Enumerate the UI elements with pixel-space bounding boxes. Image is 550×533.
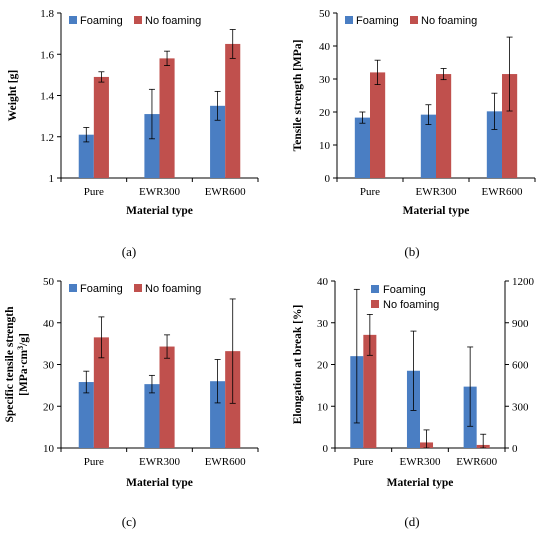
y-tick-label: 1.4 [40, 91, 54, 103]
legend-swatch-foaming [345, 16, 353, 24]
x-tick-label: EWR600 [205, 186, 246, 198]
bar-foaming [144, 114, 160, 178]
bar-foaming [210, 105, 226, 178]
y-tick-label: 10 [43, 443, 55, 455]
legend-label-foaming: Foaming [383, 284, 426, 296]
x-tick-label: Pure [84, 186, 104, 198]
x-tick-label: Pure [353, 456, 373, 468]
legend-swatch-foaming [371, 285, 379, 293]
bar-no-foaming [370, 72, 386, 178]
legend-swatch-no-foaming [371, 300, 379, 308]
x-tick-label: EWR600 [482, 186, 523, 198]
bar-foaming [78, 134, 94, 178]
y-tick-label: 30 [43, 360, 55, 372]
y-tick-label: 10 [317, 401, 329, 413]
x-axis-title: Material type [403, 205, 470, 217]
bar-no-foaming [159, 58, 175, 178]
y-tick-label: 20 [43, 401, 55, 413]
y-axis-title-line2: [MPa·cm3/g] [16, 333, 30, 396]
legend-swatch-no-foaming [134, 16, 142, 24]
y-axis-title-unit-end: /g] [18, 333, 30, 347]
bar-no-foaming [93, 76, 109, 178]
chart-panel-a: 1 1.2 1.4 1.6 1.8 Pure EWR300 EWR600 Foaming No f… [7, 8, 259, 259]
legend-label-foaming: Foaming [356, 15, 399, 27]
legend-swatch-foaming [69, 16, 77, 24]
legend-label-no-foaming: No foaming [383, 299, 439, 311]
y2-tick-label: 300 [512, 401, 529, 413]
panel-label: (d) [404, 514, 419, 529]
bar-no-foaming [363, 334, 377, 448]
legend-label-foaming: Foaming [80, 283, 123, 295]
bar-foaming [78, 382, 94, 448]
x-tick-label: EWR300 [400, 456, 441, 468]
x-axis-title: Material type [126, 205, 193, 217]
bar-no-foaming [502, 74, 518, 178]
y-tick-label: 20 [319, 107, 331, 119]
y-axis-title: Elongation at break [%] [292, 305, 304, 425]
y2-tick-label: 0 [512, 443, 518, 455]
panel-label: (a) [122, 244, 136, 259]
y-tick-label: 10 [319, 140, 331, 152]
y-axis-title-unit: [MPa·cm [18, 349, 30, 395]
y-tick-label: 30 [317, 318, 329, 330]
x-axis-title: Material type [387, 477, 454, 489]
y-tick-label: 1 [49, 173, 55, 185]
y-axis-title: Tensile strength [MPa] [292, 40, 304, 152]
x-tick-label: EWR600 [456, 456, 497, 468]
y-tick-label: 40 [319, 41, 331, 53]
y-tick-label: 1.2 [40, 132, 54, 144]
legend-label-no-foaming: No foaming [145, 15, 201, 27]
y-tick-label: 50 [319, 8, 331, 20]
legend-label-foaming: Foaming [80, 15, 123, 27]
y-axis-title-superscript: 3 [16, 346, 25, 350]
bar-no-foaming [159, 346, 175, 448]
bar-foaming [144, 384, 160, 448]
bar-no-foaming [225, 43, 241, 178]
bar-foaming [420, 114, 436, 178]
x-tick-label: EWR300 [416, 186, 457, 198]
y-tick-label: 40 [317, 276, 329, 288]
legend-label-no-foaming: No foaming [145, 283, 201, 295]
x-tick-label: EWR600 [205, 456, 246, 468]
bar-no-foaming [93, 337, 109, 448]
legend-swatch-no-foaming [410, 16, 418, 24]
y-tick-label: 30 [319, 74, 331, 86]
chart-panel-c: 10 20 30 40 50 Pure EWR300 EWR600 Foaming No foam… [4, 276, 259, 529]
chart-panel-b: 0 10 20 30 40 50 Pure EWR300 EWR600 Foaming No foa… [292, 8, 536, 259]
legend-label-no-foaming: No foaming [421, 15, 477, 27]
bar-foaming [210, 381, 226, 448]
y-tick-label: 20 [317, 360, 329, 372]
panel-label: (c) [122, 514, 136, 529]
x-axis-title: Material type [126, 477, 193, 489]
x-tick-label: EWR300 [139, 186, 180, 198]
y-tick-label: 1.6 [40, 49, 54, 61]
bar-foaming [486, 111, 502, 178]
y-axis-title: Weight [g] [7, 70, 19, 121]
y-axis-title-line1: Specific tensile strength [4, 306, 16, 423]
y2-tick-label: 600 [512, 360, 529, 372]
y-tick-label: 50 [43, 276, 55, 288]
legend-swatch-foaming [69, 284, 77, 292]
y-tick-label: 40 [43, 318, 55, 330]
x-tick-label: EWR300 [139, 456, 180, 468]
x-tick-label: Pure [360, 186, 380, 198]
legend-swatch-no-foaming [134, 284, 142, 292]
bar-foaming [354, 117, 370, 178]
y-tick-label: 0 [323, 443, 329, 455]
y2-tick-label: 1200 [512, 276, 535, 288]
y-tick-label: 0 [325, 173, 331, 185]
y-tick-label: 1.8 [40, 8, 54, 20]
panel-label: (b) [404, 244, 419, 259]
bar-no-foaming [436, 74, 452, 178]
y2-tick-label: 900 [512, 318, 529, 330]
chart-panel-d: 0 10 20 30 40 0 300 600 900 1200 Pure EWR300 EWR600 F… [292, 276, 535, 529]
x-tick-label: Pure [84, 456, 104, 468]
